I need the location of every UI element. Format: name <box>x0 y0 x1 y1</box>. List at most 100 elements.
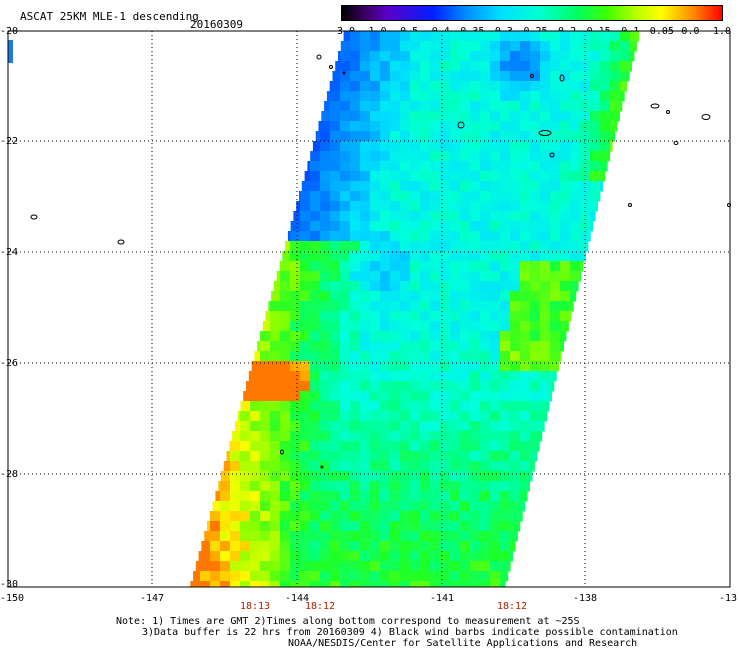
swath-cell <box>420 501 431 512</box>
lon-label-144: -144 <box>284 593 310 604</box>
swath-cell <box>300 351 311 362</box>
swath-cell <box>470 211 481 222</box>
swath-cell <box>440 481 451 492</box>
swath-cell <box>230 451 241 462</box>
swath-cell <box>490 491 501 502</box>
swath-cell <box>290 471 301 482</box>
swath-cell <box>500 371 511 382</box>
swath-cell <box>530 451 538 462</box>
swath-cell <box>400 571 411 582</box>
swath-cell <box>480 351 491 362</box>
swath-cell <box>335 61 341 72</box>
swath-cell <box>340 131 351 142</box>
swath-cell <box>480 131 491 142</box>
swath-cell <box>400 381 411 392</box>
swath-cell <box>480 141 491 152</box>
swath-cell <box>310 551 321 562</box>
swath-cell <box>430 251 441 262</box>
swath-cell <box>250 431 261 442</box>
swath-cell <box>400 281 411 292</box>
swath-cell <box>360 211 371 222</box>
swath-cell <box>440 451 451 462</box>
swath-cell <box>460 141 471 152</box>
swath-cell <box>400 491 411 502</box>
swath-cell <box>330 521 341 532</box>
swath-cell <box>590 31 601 42</box>
swath-cell <box>590 131 601 142</box>
swath-cell <box>360 401 371 412</box>
swath-cell <box>570 231 581 242</box>
swath-cell <box>220 511 231 522</box>
swath-cell <box>370 421 381 432</box>
swath-cell <box>390 361 401 372</box>
swath-cell <box>290 271 301 282</box>
swath-cell <box>570 61 581 72</box>
swath-cell <box>390 401 401 412</box>
swath-cell <box>300 441 311 452</box>
swath-cell <box>480 241 491 252</box>
swath-cell <box>290 351 301 362</box>
swath-cell <box>270 331 281 342</box>
swath-cell <box>290 571 301 582</box>
swath-cell <box>550 321 561 332</box>
swath-cell <box>530 121 541 132</box>
swath-cell <box>420 431 431 442</box>
swath-cell <box>330 321 341 332</box>
swath-cell <box>460 501 471 512</box>
swath-cell <box>320 271 331 282</box>
swath-cell <box>530 171 541 182</box>
swath-cell <box>440 211 451 222</box>
swath-cell <box>460 521 471 532</box>
swath-cell <box>380 191 391 202</box>
swath-cell <box>560 171 571 182</box>
swath-cell <box>400 541 411 552</box>
swath-cell <box>390 281 401 292</box>
swath-cell <box>450 301 461 312</box>
swath-cell <box>520 231 531 242</box>
swath-cell <box>540 201 551 212</box>
swath-cell <box>273 281 281 292</box>
swath-cell <box>450 171 461 182</box>
swath-cell <box>610 111 620 122</box>
swath-cell <box>230 481 241 492</box>
swath-cell <box>430 431 441 442</box>
swath-cell <box>280 501 291 512</box>
swath-cell <box>560 141 571 152</box>
swath-cell <box>580 221 591 232</box>
swath-cell <box>540 341 551 352</box>
swath-cell <box>290 411 301 422</box>
swath-cell <box>330 561 341 572</box>
swath-cell <box>330 461 341 472</box>
swath-cell <box>540 241 551 252</box>
swath-cell <box>250 581 261 588</box>
swath-cell <box>530 151 541 162</box>
swath-cell <box>440 541 451 552</box>
swath-cell <box>430 101 441 112</box>
swath-cell <box>410 291 421 302</box>
swath-cell <box>600 141 611 152</box>
swath-cell <box>440 271 451 282</box>
swath-cell <box>380 401 391 412</box>
swath-cell <box>300 501 311 512</box>
swath-cell <box>570 251 581 262</box>
swath-cell <box>340 351 351 362</box>
swath-cell <box>350 161 361 172</box>
swath-cell <box>290 221 301 232</box>
swath-cell <box>450 511 461 522</box>
swath-cell <box>540 401 550 412</box>
swath-cell <box>550 311 561 322</box>
swath-cell <box>460 131 471 142</box>
swath-cell <box>410 281 421 292</box>
swath-cell <box>380 111 391 122</box>
swath-cell <box>430 531 441 542</box>
swath-cell <box>520 111 531 122</box>
swath-cell <box>550 231 561 242</box>
swath-cell <box>280 341 291 352</box>
swath-cell <box>380 431 391 442</box>
swath-cell <box>410 111 421 122</box>
swath-cell <box>510 191 521 202</box>
swath-cell <box>320 481 331 492</box>
swath-cell <box>380 581 391 588</box>
swath-cell <box>330 531 341 542</box>
swath-cell <box>360 241 371 252</box>
